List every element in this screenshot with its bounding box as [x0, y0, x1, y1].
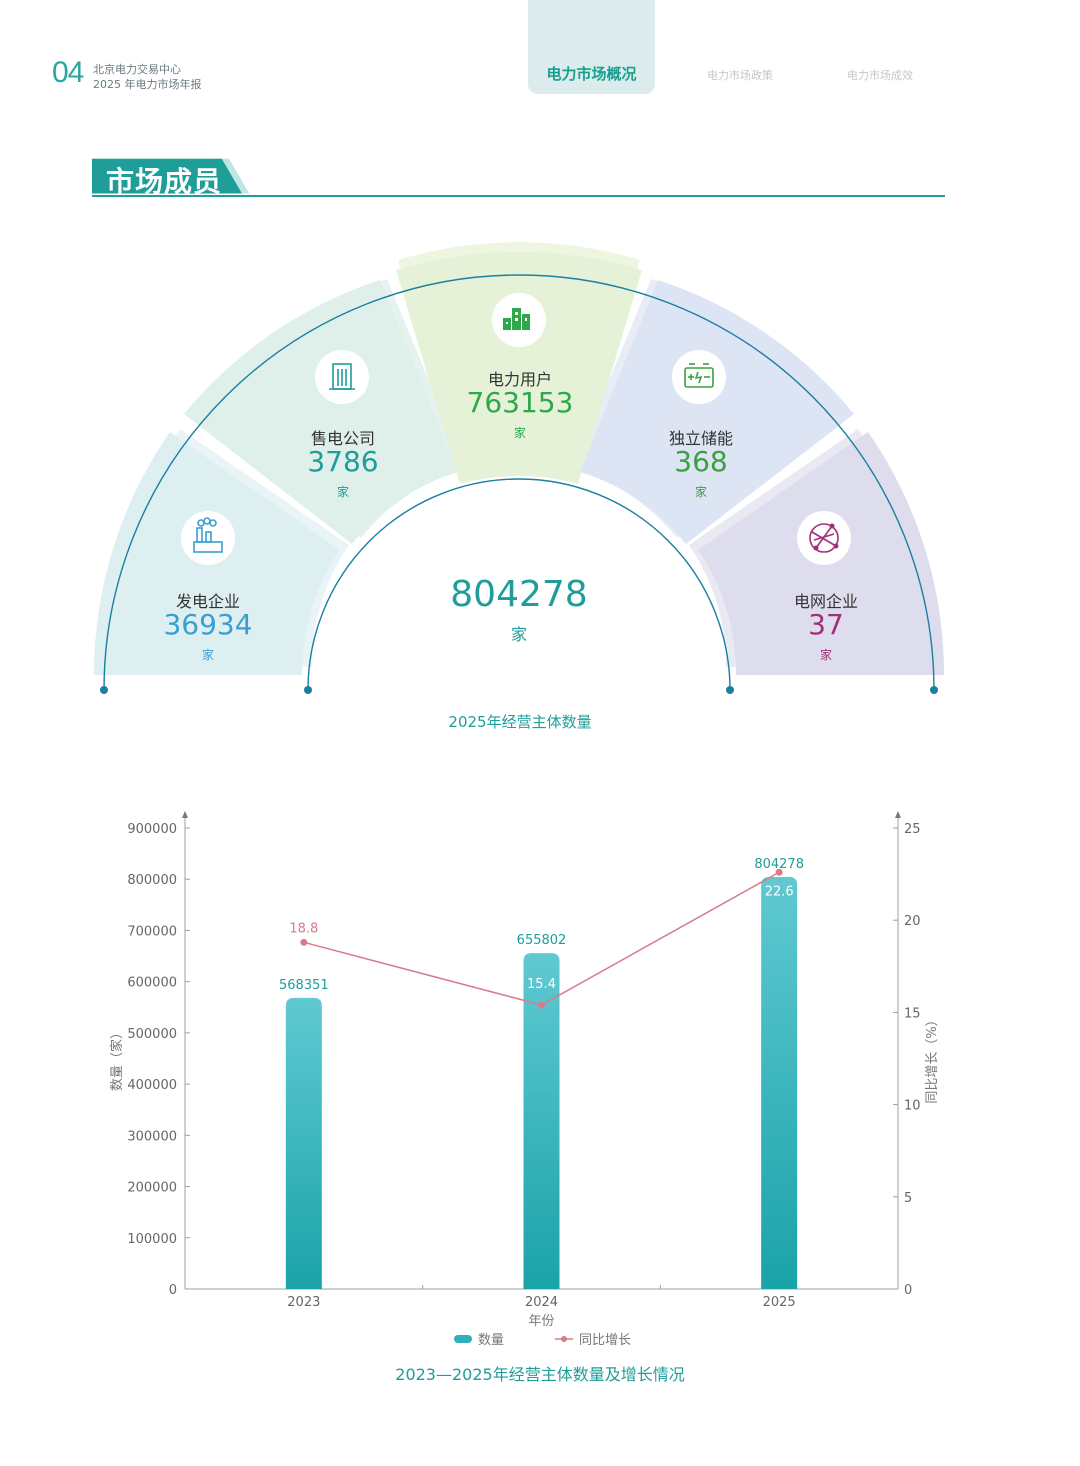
total-members-value: 804278 — [450, 574, 588, 615]
page-number: 04 — [52, 56, 84, 89]
segment-unit-grid-company: 家 — [819, 648, 832, 662]
arc-endpoint-dot — [930, 686, 938, 694]
right-y-tick-label: 5 — [904, 1191, 912, 1206]
left-y-axis-title: 数量（家） — [109, 1026, 125, 1091]
power-plant-icon — [181, 511, 235, 565]
bar-data-label: 568351 — [279, 978, 329, 993]
growth-point — [538, 1001, 545, 1009]
arc-endpoint-dot — [726, 686, 734, 694]
left-y-tick-label: 500000 — [127, 1027, 177, 1042]
segment-label-grid-company: 电网企业 — [793, 592, 858, 611]
left-y-tick-label: 0 — [169, 1283, 177, 1298]
chart-caption: 2023—2025年经营主体数量及增长情况 — [395, 1365, 685, 1384]
segment-unit-electricity-user: 家 — [513, 426, 526, 440]
office-building-icon — [315, 350, 369, 404]
left-y-tick-label: 100000 — [127, 1232, 177, 1247]
org-name: 北京电力交易中心 — [93, 63, 181, 76]
segment-unit-power-generation: 家 — [201, 648, 214, 662]
left-y-tick-label: 600000 — [127, 976, 177, 991]
left-y-tick-label: 800000 — [127, 873, 177, 888]
segment-value-retail-company: 3786 — [307, 445, 379, 478]
tab-market-results[interactable]: 电力市场成效 — [847, 69, 913, 82]
battery-icon — [672, 350, 726, 404]
right-y-tick-label: 15 — [904, 1006, 921, 1021]
bar — [523, 953, 560, 1289]
x-tick-label: 2023 — [287, 1295, 320, 1310]
segment-label-power-generation: 发电企业 — [175, 592, 240, 611]
bar-data-label: 804278 — [754, 857, 804, 872]
globe-network-icon — [797, 511, 851, 565]
right-y-axis-title: 同比增长（%） — [925, 1013, 940, 1103]
fan-segment-retail-company — [184, 280, 458, 544]
right-y-tick-label: 20 — [904, 914, 921, 929]
segment-value-electricity-user: 763153 — [466, 386, 574, 419]
left-y-tick-label: 300000 — [127, 1129, 177, 1144]
segment-value-independent-storage: 368 — [674, 445, 728, 478]
report-name: 2025 年电力市场年报 — [93, 78, 202, 91]
bar — [285, 997, 322, 1289]
segment-value-power-generation: 36934 — [163, 608, 253, 641]
left-y-axis-arrow — [182, 811, 188, 818]
bar-data-label: 655802 — [517, 933, 567, 948]
right-y-tick-label: 10 — [904, 1099, 921, 1114]
section-title: 市场成员 — [106, 165, 223, 198]
legend-bar-swatch — [454, 1335, 472, 1343]
total-members-unit: 家 — [510, 625, 527, 644]
outer-arc — [103, 274, 935, 691]
bar — [761, 877, 798, 1289]
x-tick-label: 2024 — [525, 1295, 558, 1310]
segment-label-electricity-user: 电力用户 — [487, 370, 552, 389]
legend-bar-label: 数量 — [478, 1333, 504, 1348]
left-y-tick-label: 700000 — [127, 924, 177, 939]
fan-segment-independent-storage — [580, 280, 854, 544]
inner-arc — [307, 478, 731, 691]
right-y-tick-label: 25 — [904, 822, 921, 837]
section-divider — [92, 195, 945, 197]
right-y-tick-label: 0 — [904, 1283, 912, 1298]
segment-unit-independent-storage: 家 — [694, 485, 707, 499]
segment-label-retail-company: 售电公司 — [310, 429, 375, 448]
section-title-banner — [92, 158, 250, 194]
segment-unit-retail-company: 家 — [336, 485, 349, 499]
left-y-tick-label: 400000 — [127, 1078, 177, 1093]
growth-data-label: 18.8 — [289, 921, 318, 936]
active-tab-background — [528, 0, 655, 94]
growth-point — [775, 868, 783, 876]
right-y-axis-arrow — [895, 811, 901, 818]
left-y-tick-label: 900000 — [127, 822, 177, 837]
arc-endpoint-dot — [304, 686, 312, 694]
city-buildings-icon — [492, 293, 546, 347]
market-members-fan — [93, 242, 945, 694]
growth-data-label: 22.6 — [765, 884, 794, 899]
segment-label-independent-storage: 独立储能 — [668, 429, 733, 448]
tab-market-policy[interactable]: 电力市场政策 — [707, 69, 773, 82]
segment-value-grid-company: 37 — [808, 608, 844, 641]
growth-point — [300, 938, 308, 946]
arc-endpoint-dot — [100, 686, 108, 694]
left-y-tick-label: 200000 — [127, 1181, 177, 1196]
x-axis-title: 年份 — [528, 1314, 554, 1329]
legend-line-label: 同比增长 — [579, 1333, 631, 1348]
fan-segment-electricity-user — [396, 251, 642, 484]
growth-data-label: 15.4 — [527, 977, 556, 992]
members-growth-chart: 0 100000 200000 300000 400000 500000 600000 700… — [109, 811, 940, 1348]
fan-caption: 2025年经营主体数量 — [448, 713, 592, 731]
legend-line-marker — [561, 1336, 567, 1342]
tab-market-overview[interactable]: 电力市场概况 — [546, 65, 637, 83]
x-tick-label: 2025 — [763, 1295, 796, 1310]
